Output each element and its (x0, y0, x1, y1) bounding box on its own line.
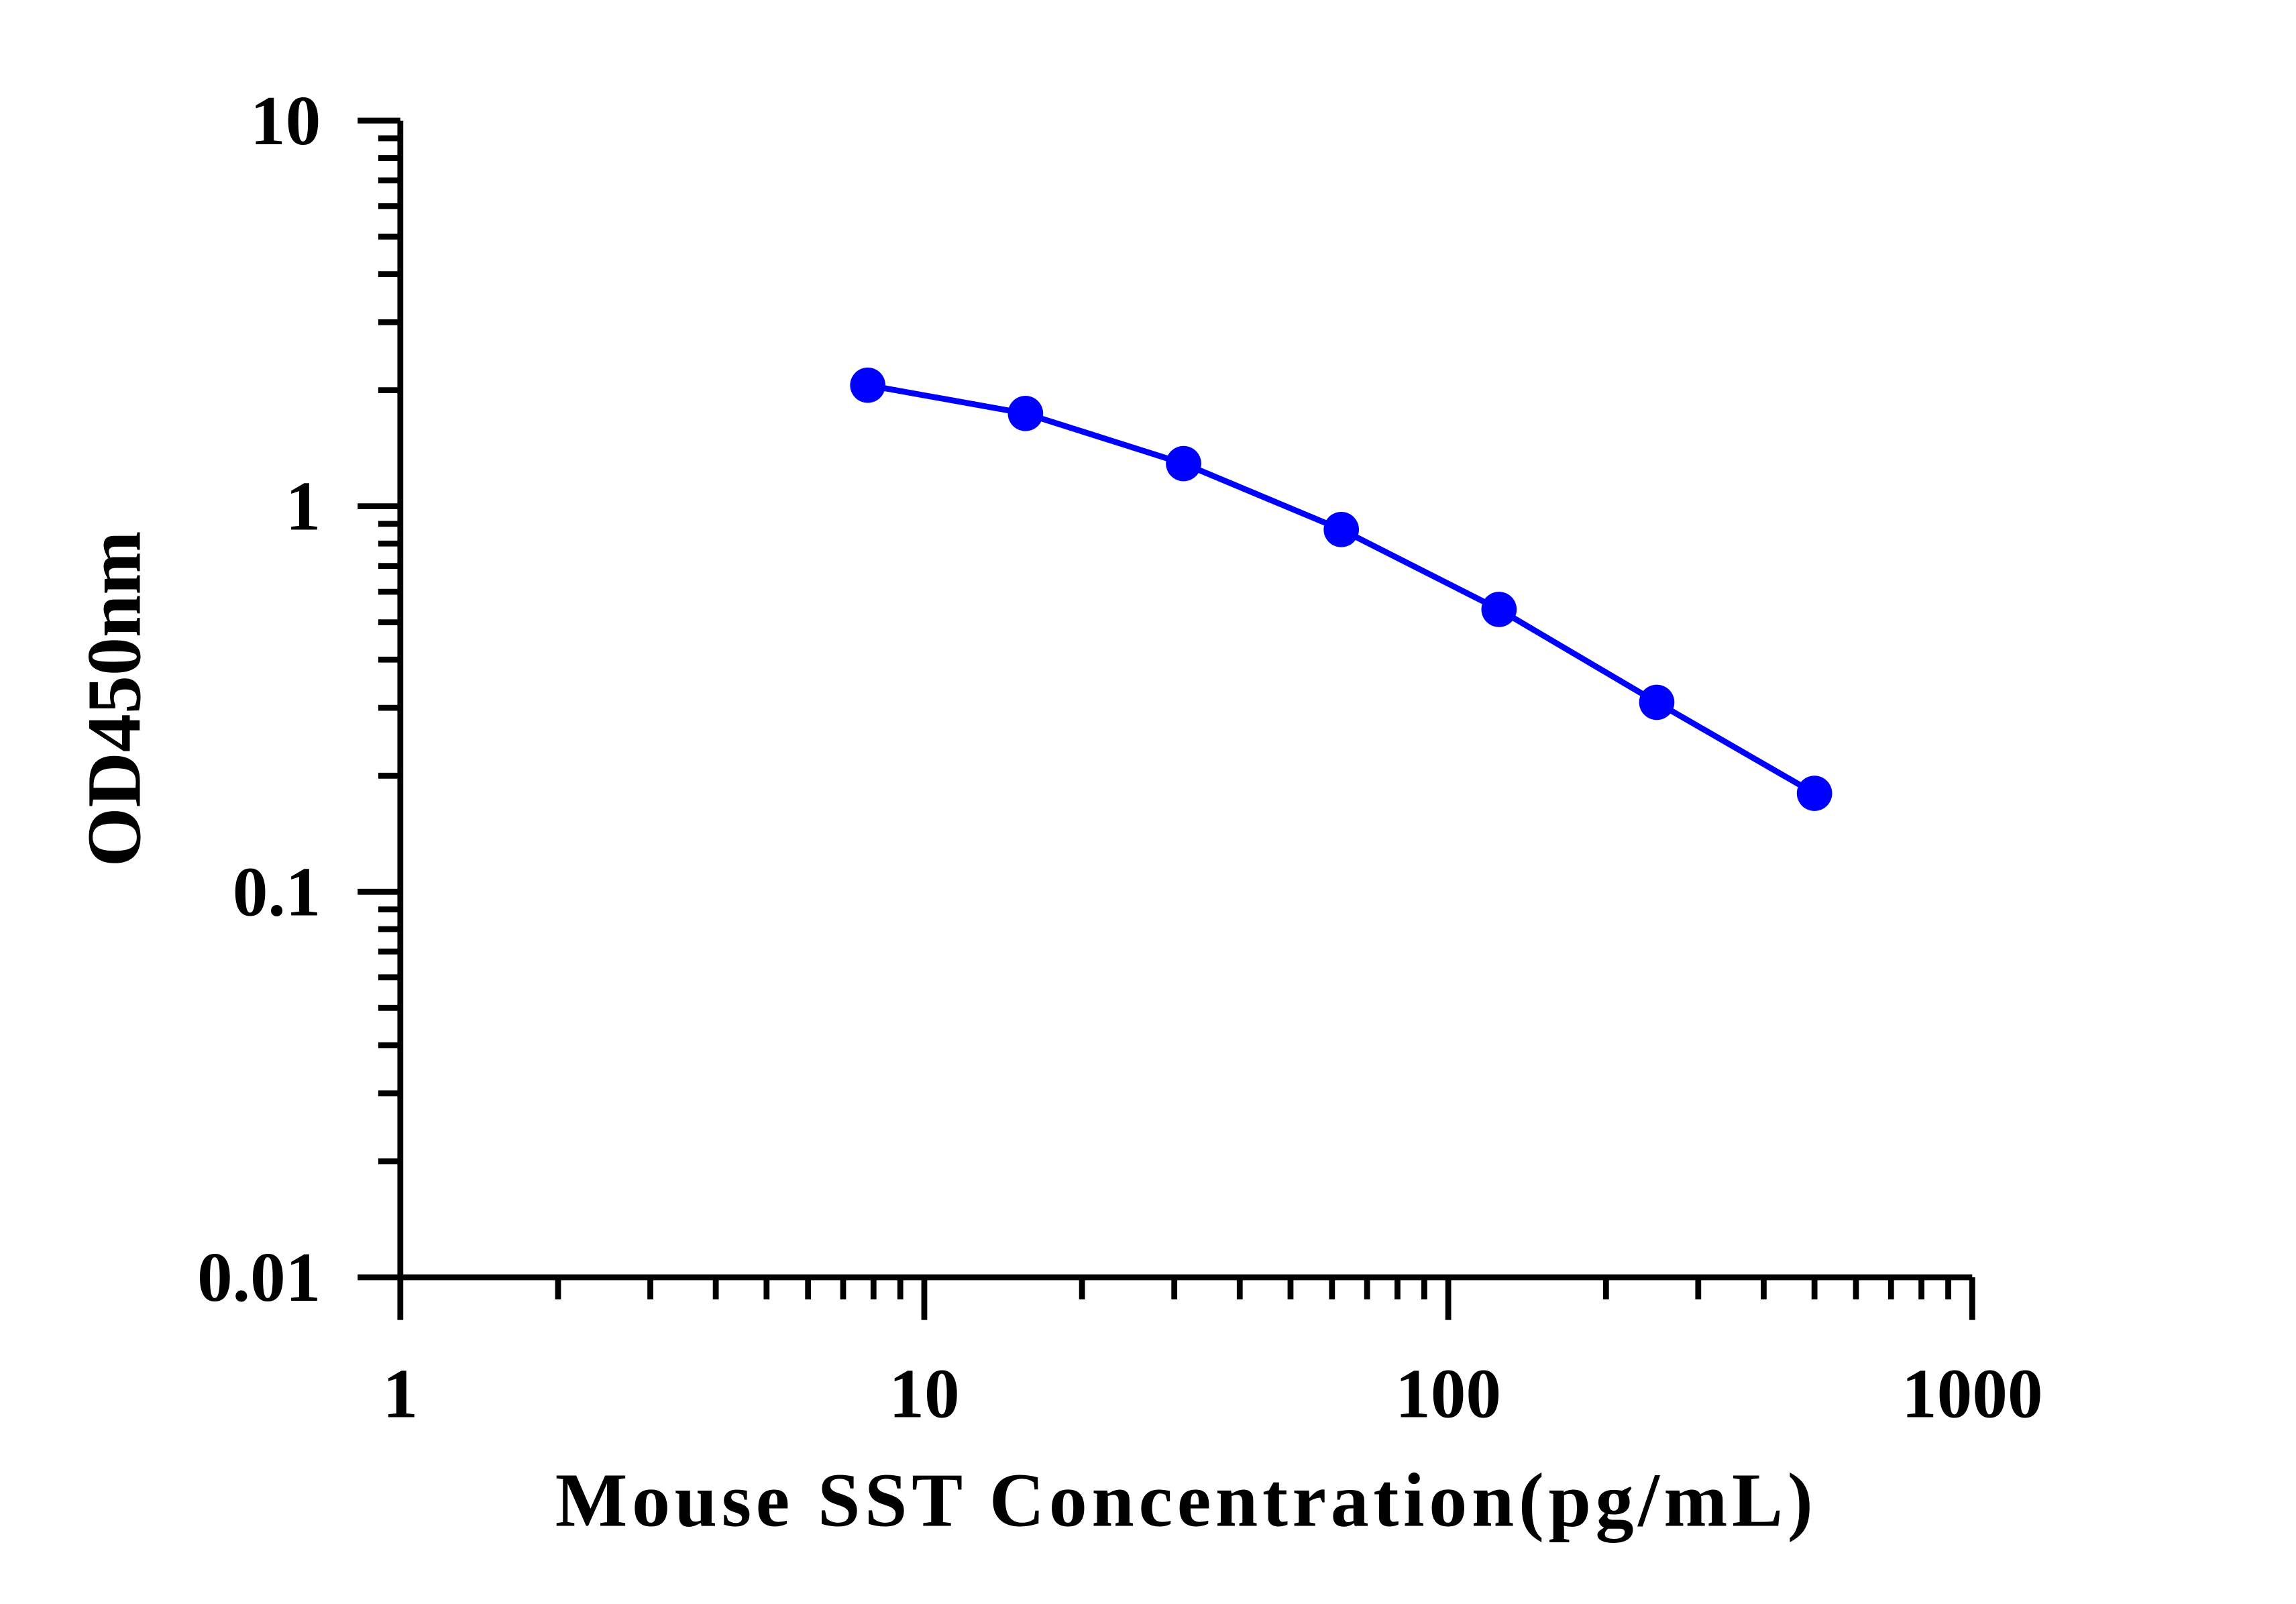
data-point (1166, 445, 1201, 482)
series (850, 367, 1833, 811)
y-tick-label: 1 (286, 467, 321, 545)
data-point (1796, 776, 1833, 811)
y-axis-title: OD450nm (71, 531, 156, 867)
x-tick-label: 100 (1395, 1354, 1501, 1432)
x-axis-title: Mouse SST Concentration(pg/mL) (555, 1458, 1818, 1543)
y-tick-label: 0.1 (233, 852, 321, 930)
data-point (1007, 396, 1044, 431)
series-line (867, 382, 1816, 796)
data-point (1639, 684, 1675, 720)
axes (358, 117, 1975, 1320)
y-tick-label: 0.01 (197, 1238, 321, 1316)
x-tick-label: 1 (382, 1354, 418, 1432)
data-point (1323, 512, 1360, 547)
x-tick-label: 10 (889, 1354, 959, 1432)
x-tick-label: 1000 (1902, 1354, 2043, 1432)
y-tick-label: 10 (250, 81, 321, 160)
data-point (850, 367, 886, 403)
data-point (1481, 592, 1517, 627)
tick-labels: 1 10 100 1000 0.01 0.1 1 10 (197, 81, 2043, 1432)
